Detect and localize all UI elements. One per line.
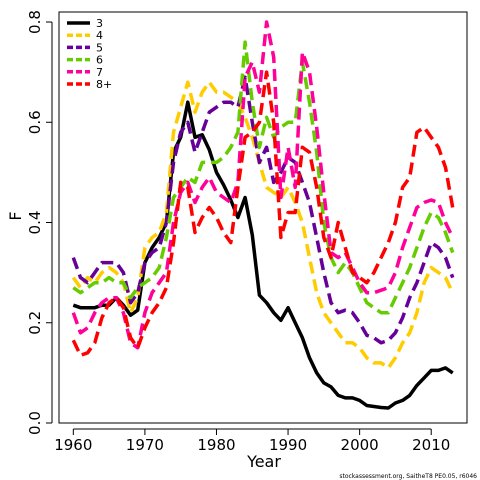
- legend-label: 6: [96, 54, 103, 67]
- x-axis: 1960 1970 1980 1990 2000 2010: [54, 428, 450, 454]
- series-line-6: [72, 40, 455, 315]
- x-tick-label: 1960: [54, 436, 92, 454]
- series-layer: [71, 20, 455, 410]
- legend-label: 5: [96, 41, 103, 54]
- y-tick-label: 0.4: [26, 211, 44, 235]
- x-tick-label: 1980: [197, 436, 235, 454]
- x-tick-label: 2010: [412, 436, 450, 454]
- series-line-4: [71, 80, 455, 370]
- x-tick-label: 1970: [126, 436, 164, 454]
- y-tick-label: 0.0: [26, 411, 44, 435]
- plot-frame: [58, 11, 468, 424]
- y-tick-label: 0.8: [26, 10, 44, 34]
- x-axis-label: Year: [246, 452, 281, 471]
- legend-label: 3: [96, 17, 103, 30]
- y-tick-label: 0.2: [26, 311, 44, 335]
- legend-label: 7: [96, 66, 103, 79]
- x-tick-label: 1990: [269, 436, 307, 454]
- plot-border: [58, 11, 468, 424]
- legend-label: 4: [96, 29, 103, 42]
- series-line-8plus: [71, 70, 455, 358]
- series-line-7: [71, 20, 455, 350]
- y-axis: 0.0 0.2 0.4 0.6 0.8: [26, 10, 53, 435]
- legend-label: 8+: [96, 78, 112, 91]
- y-tick-label: 0.6: [26, 110, 44, 134]
- footnote: stockassessment.org, SaitheT8 PE0.05, r6…: [339, 473, 477, 480]
- series-line-3: [72, 100, 454, 410]
- y-axis-label: F: [6, 211, 25, 220]
- series-line-5: [71, 75, 455, 345]
- x-tick-label: 2000: [341, 436, 379, 454]
